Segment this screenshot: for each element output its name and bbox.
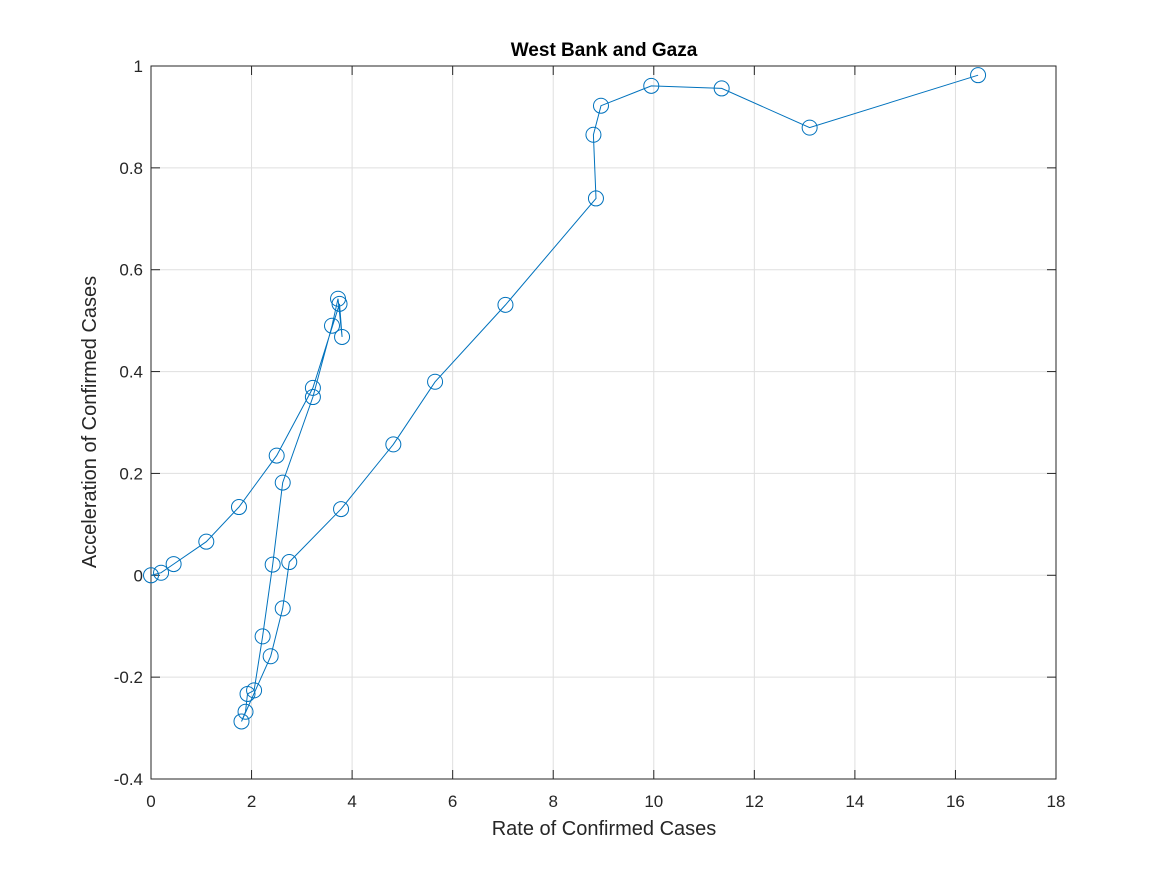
data-point-marker (585, 126, 602, 143)
data-point-marker (274, 474, 291, 491)
data-point-marker (587, 190, 604, 207)
x-tick-labels: 0 2 4 6 8 10 12 14 16 18 (146, 792, 1065, 811)
data-point-marker (233, 713, 250, 730)
data-point-marker (274, 600, 291, 617)
y-tick-label: -0.4 (114, 770, 143, 789)
x-tick-label: 10 (644, 792, 663, 811)
data-point-marker (801, 119, 818, 136)
x-tick-label: 8 (548, 792, 557, 811)
x-tick-label: 18 (1047, 792, 1066, 811)
y-tick-label: 0.2 (119, 464, 143, 483)
data-point-marker (165, 556, 182, 573)
data-point-marker (333, 501, 350, 518)
y-tick-label: 0.4 (119, 363, 143, 382)
x-tick-label: 16 (946, 792, 965, 811)
axis-ticks (150, 65, 1057, 780)
y-tick-label: 0.8 (119, 159, 143, 178)
y-axis-label: Acceleration of Confirmed Cases (79, 276, 101, 568)
y-tick-label: -0.2 (114, 668, 143, 687)
data-point-marker (427, 373, 444, 390)
series-layer (143, 67, 987, 730)
data-point-marker (592, 97, 609, 114)
x-tick-label: 2 (247, 792, 256, 811)
x-tick-label: 0 (146, 792, 155, 811)
data-point-marker (334, 328, 351, 345)
data-point-marker (254, 628, 271, 645)
data-point-marker (304, 379, 321, 396)
data-point-marker (153, 564, 170, 581)
data-point-marker (385, 436, 402, 453)
x-tick-label: 4 (347, 792, 356, 811)
data-point-marker (643, 77, 660, 94)
data-point-marker (304, 389, 321, 406)
data-point-marker (230, 499, 247, 516)
chart-title: West Bank and Gaza (511, 40, 698, 61)
data-point-marker (143, 567, 159, 584)
y-tick-label: 1 (134, 57, 143, 76)
data-point-marker (330, 290, 347, 307)
data-point-marker (198, 533, 215, 550)
y-tick-label: 0 (134, 566, 143, 585)
data-point-marker (264, 556, 281, 573)
data-point-marker (713, 80, 730, 97)
plot-area-frame (150, 65, 1057, 780)
data-point-marker (237, 703, 254, 720)
data-point-marker (497, 296, 514, 313)
x-axis-label: Rate of Confirmed Cases (492, 818, 717, 840)
y-tick-labels: -0.4 -0.2 0 0.2 0.4 0.6 0.8 1 (114, 57, 143, 789)
data-point-marker (239, 685, 256, 702)
x-tick-label: 14 (845, 792, 864, 811)
data-point-marker (970, 67, 987, 84)
data-point-marker (262, 648, 279, 665)
x-tick-label: 12 (745, 792, 764, 811)
data-point-marker (268, 447, 285, 464)
x-tick-label: 6 (448, 792, 457, 811)
data-point-marker (324, 317, 340, 334)
y-tick-label: 0.6 (119, 261, 143, 280)
data-point-marker (281, 554, 298, 571)
